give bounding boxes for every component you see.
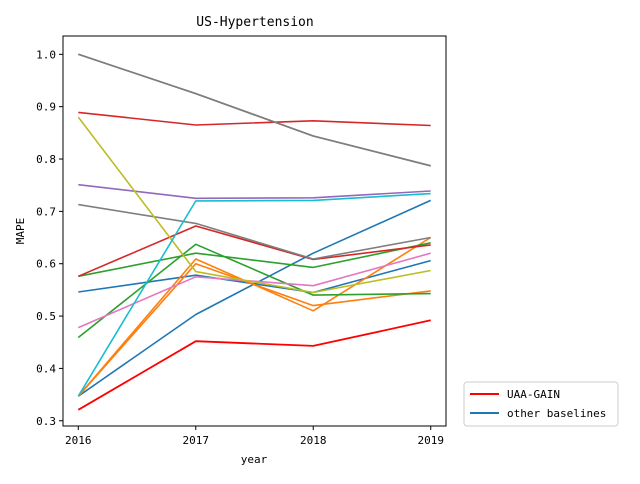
x-tick-label: 2016 [65,434,92,447]
legend: UAA-GAIN other baselines [463,381,619,427]
series-line-uaa-gain [77,319,431,411]
y-tick-label: 0.6 [36,258,56,271]
y-tick-label: 0.7 [36,205,56,218]
legend-frame [463,381,619,427]
series-line-baseline-5 [77,243,431,339]
x-tick-label: 2017 [183,434,210,447]
y-tick-label: 0.5 [36,310,56,323]
series-line-baseline-15 [77,192,431,397]
series-line-baseline-4 [77,262,431,397]
y-tick-label: 1.0 [36,48,56,61]
series-line-baseline-14 [77,116,431,294]
y-tick-label: 0.8 [36,153,56,166]
series-line-baseline-9 [78,183,431,200]
series-line-baseline-13 [78,53,431,167]
y-axis-label: MAPE [14,218,27,245]
x-tick-label: 2019 [417,434,444,447]
series-line-baseline-6 [78,242,431,278]
x-axis-label: year [241,453,268,466]
y-tick-label: 0.3 [36,415,56,428]
x-tick-label: 2018 [300,434,327,447]
plot-frame [62,35,447,427]
series-line-baseline-7 [78,111,431,127]
chart-title: US-Hypertension [196,15,313,30]
series-line-baseline-8 [77,225,431,278]
series-lines [77,53,432,411]
axis-ticks: 2016 2017 2018 2019 0.3 0.4 0.5 0.6 0.7 0.8 0.9 1.0 [36,48,444,447]
y-tick-label: 0.4 [36,362,56,375]
legend-label-other-baselines: other baselines [507,407,606,420]
legend-label-uaa-gain: UAA-GAIN [507,388,560,401]
y-tick-label: 0.9 [36,101,56,114]
series-line-baseline-12 [78,203,431,260]
